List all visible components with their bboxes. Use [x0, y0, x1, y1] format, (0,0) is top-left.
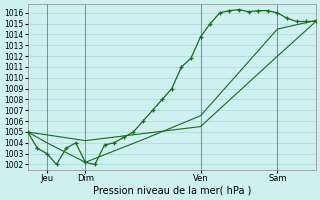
- X-axis label: Pression niveau de la mer( hPa ): Pression niveau de la mer( hPa ): [92, 186, 251, 196]
